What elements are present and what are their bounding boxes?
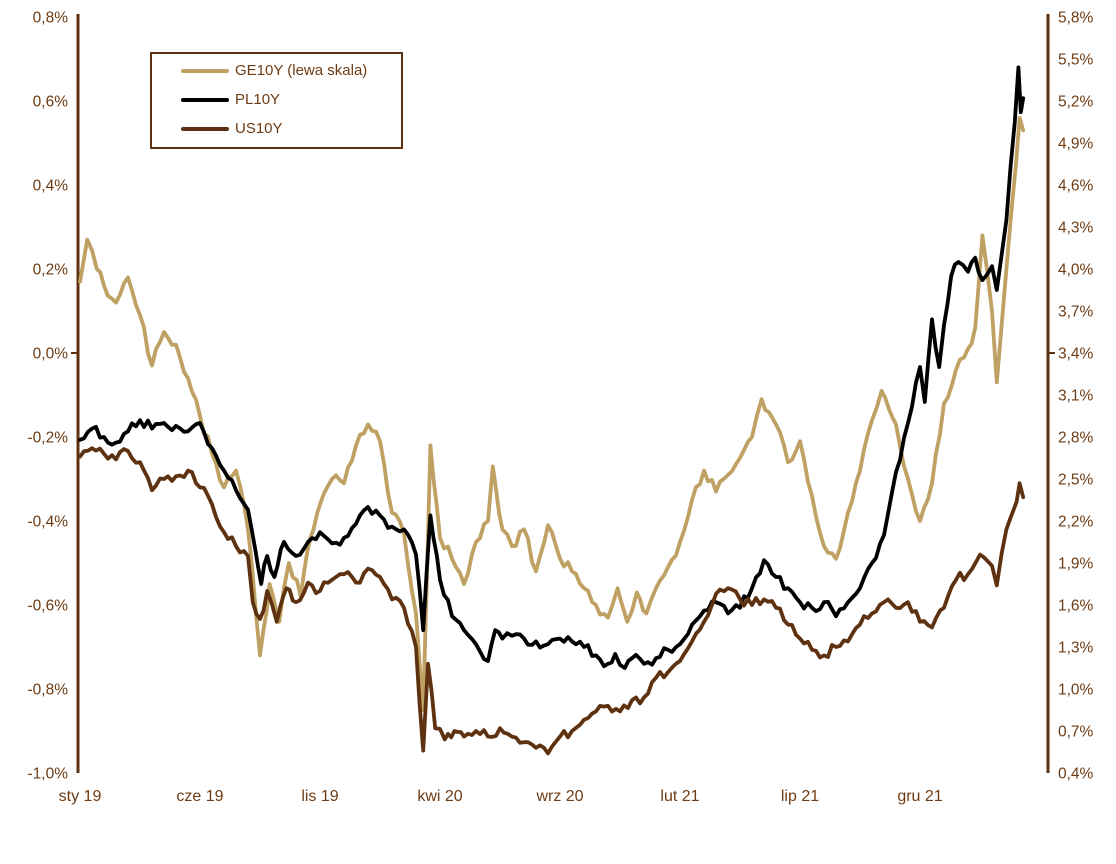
left-axis-label: 0,0%	[33, 346, 69, 363]
x-axis-label: gru 21	[897, 788, 942, 805]
left-axis-label: -0,4%	[28, 514, 69, 531]
left-axis-label: -1,0%	[28, 766, 69, 783]
right-axis-label: 4,0%	[1058, 262, 1094, 279]
x-axis-label: sty 19	[59, 788, 102, 805]
right-axis-label: 1,6%	[1058, 598, 1094, 615]
right-axis-label: 5,5%	[1058, 52, 1094, 69]
x-axis-label: wrz 20	[535, 788, 583, 805]
x-axis-label: cze 19	[176, 788, 223, 805]
legend-label-pl10y: PL10Y	[235, 91, 281, 108]
legend: GE10Y (lewa skala) PL10Y US10Y	[150, 52, 403, 149]
right-axis-label: 1,3%	[1058, 640, 1094, 657]
legend-swatch-us10y	[181, 126, 229, 131]
left-axis-label: 0,4%	[33, 178, 69, 195]
right-axis-label: 0,4%	[1058, 766, 1094, 783]
series-line-us10y	[78, 446, 1026, 756]
legend-label-us10y: US10Y	[235, 120, 283, 137]
x-axis-label: lut 21	[660, 788, 699, 805]
right-axis-label: 2,5%	[1058, 472, 1094, 489]
left-axis-label: 0,2%	[33, 262, 69, 279]
x-axis-label: lip 21	[781, 788, 819, 805]
left-axis-label: 0,6%	[33, 94, 69, 111]
right-axis-label: 2,2%	[1058, 514, 1094, 531]
left-axis-label: -0,6%	[28, 598, 69, 615]
right-axis-label: 2,8%	[1058, 430, 1094, 447]
x-axis-label: lis 19	[301, 788, 338, 805]
legend-swatch-pl10y	[181, 97, 229, 102]
right-axis-label: 3,7%	[1058, 304, 1094, 321]
legend-item-ge10y: GE10Y (lewa skala)	[181, 62, 393, 79]
series-line-pl10y	[78, 65, 1026, 670]
left-axis-label: -0,8%	[28, 682, 69, 699]
x-axis-label: kwi 20	[417, 788, 462, 805]
legend-label-ge10y: GE10Y (lewa skala)	[235, 62, 368, 79]
right-axis-label: 4,9%	[1058, 136, 1094, 153]
left-axis-label: 0,8%	[33, 10, 69, 27]
left-axis-label: -0,2%	[28, 430, 69, 447]
right-axis-label: 5,8%	[1058, 10, 1094, 27]
right-axis-label: 0,7%	[1058, 724, 1094, 741]
legend-item-pl10y: PL10Y	[181, 91, 393, 108]
right-axis-label: 3,1%	[1058, 388, 1094, 405]
legend-item-us10y: US10Y	[181, 120, 393, 137]
right-axis-label: 4,3%	[1058, 220, 1094, 237]
right-axis-label: 4,6%	[1058, 178, 1094, 195]
right-axis-label: 5,2%	[1058, 94, 1094, 111]
right-axis-label: 1,0%	[1058, 682, 1094, 699]
right-axis-label: 1,9%	[1058, 556, 1094, 573]
right-axis-label: 3,4%	[1058, 346, 1094, 363]
legend-swatch-ge10y	[181, 68, 229, 73]
series-line-ge10y	[78, 115, 1026, 712]
